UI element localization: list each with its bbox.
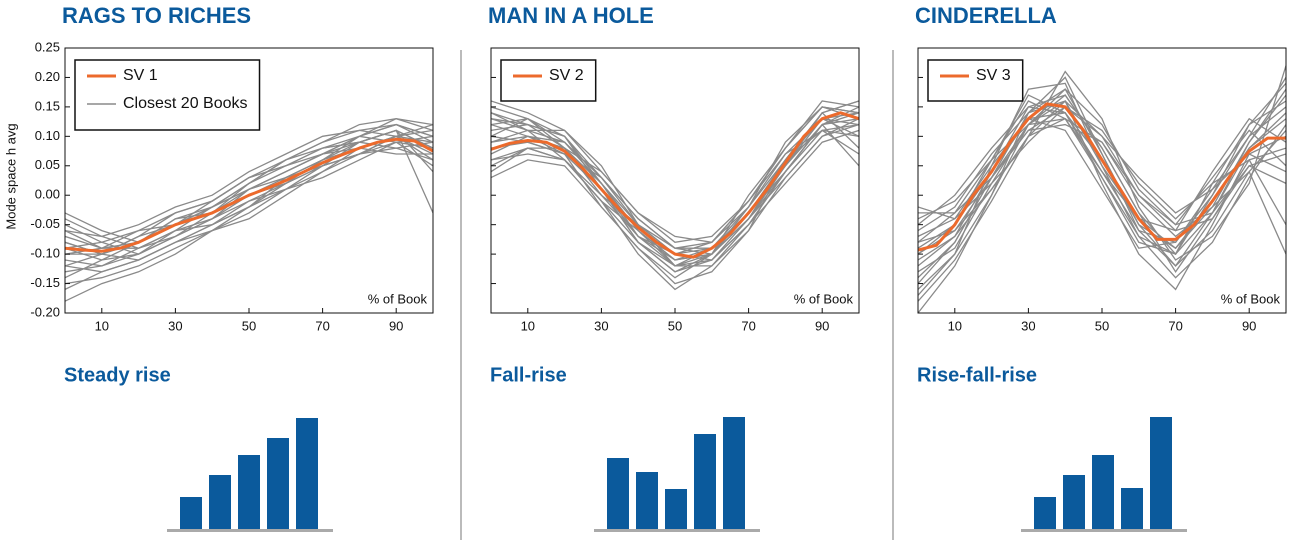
bar — [1063, 475, 1085, 529]
x-tick-label: 10 — [521, 318, 535, 333]
y-tick-label: 0.20 — [35, 69, 60, 84]
bar — [694, 434, 716, 529]
x-tick-label: 70 — [315, 318, 329, 333]
x-tick-label: 70 — [1168, 318, 1182, 333]
bar — [1034, 497, 1056, 529]
book-line — [918, 106, 1286, 249]
legend-label: Closest 20 Books — [123, 95, 248, 112]
book-line — [918, 65, 1286, 302]
x-tick-label: 10 — [95, 318, 109, 333]
bar — [636, 472, 658, 529]
bar — [267, 438, 289, 529]
bar — [238, 455, 260, 529]
plot-lines — [65, 118, 433, 302]
book-line — [491, 123, 859, 261]
book-line — [918, 106, 1286, 279]
book-line — [918, 100, 1286, 290]
legend-box — [74, 59, 261, 131]
book-line — [918, 82, 1286, 255]
book-line — [65, 123, 433, 238]
y-tick-label: 0.00 — [35, 187, 60, 202]
x-axis-label: % of Book — [368, 291, 428, 306]
book-line — [65, 129, 433, 249]
book-line — [65, 129, 433, 255]
legend-label: SV 2 — [549, 67, 584, 84]
book-line — [491, 106, 859, 273]
series-line — [918, 102, 1286, 252]
y-tick-label: 0.15 — [35, 98, 60, 113]
x-tick-label: 30 — [1021, 318, 1035, 333]
x-tick-label: 30 — [594, 318, 608, 333]
x-tick-label: 70 — [741, 318, 755, 333]
book-line — [65, 123, 433, 267]
bar — [296, 418, 318, 529]
book-line — [65, 135, 433, 290]
book-line — [491, 106, 859, 273]
x-axis-label: % of Book — [1221, 291, 1281, 306]
panel-subtitle: Steady rise — [64, 364, 171, 386]
chart-title: RAGS TO RICHES — [62, 3, 251, 28]
y-tick-label: 0.10 — [35, 128, 60, 143]
book-line — [918, 117, 1286, 243]
book-line — [918, 94, 1286, 273]
book-line — [491, 106, 859, 267]
y-axis-label: Mode space h avg — [3, 123, 18, 229]
bar — [1121, 488, 1143, 529]
bar — [607, 458, 629, 529]
x-tick-label: 50 — [1095, 318, 1109, 333]
bar — [723, 417, 745, 529]
y-tick-label: 0.05 — [35, 157, 60, 172]
bar — [180, 497, 202, 529]
plot-lines — [491, 100, 859, 291]
legend-box — [500, 59, 597, 102]
x-tick-label: 90 — [815, 318, 829, 333]
bar — [1092, 455, 1114, 529]
y-tick-label: 0.25 — [35, 39, 60, 54]
bar — [209, 475, 231, 529]
x-axis-label: % of Book — [794, 291, 854, 306]
book-line — [918, 117, 1286, 232]
panel-subtitle: Rise-fall-rise — [917, 364, 1037, 386]
y-tick-label: -0.05 — [30, 216, 60, 231]
book-line — [491, 100, 859, 267]
book-line — [491, 106, 859, 279]
book-line — [65, 123, 433, 273]
plot-lines — [918, 65, 1286, 313]
x-tick-label: 90 — [389, 318, 403, 333]
book-line — [491, 112, 859, 255]
panel-subtitle: Fall-rise — [490, 364, 567, 386]
book-line — [65, 135, 433, 302]
book-line — [65, 147, 433, 285]
chart-title: MAN IN A HOLE — [488, 3, 654, 28]
series-line — [491, 111, 859, 259]
x-tick-label: 50 — [668, 318, 682, 333]
book-line — [918, 100, 1286, 291]
book-line — [918, 88, 1286, 273]
x-tick-label: 10 — [948, 318, 962, 333]
legend-label: SV 3 — [976, 67, 1011, 84]
y-tick-label: -0.15 — [30, 275, 60, 290]
series-line — [65, 137, 433, 253]
book-line — [491, 100, 859, 255]
book-line — [65, 129, 433, 255]
bar — [665, 489, 687, 529]
legend-label: SV 1 — [123, 67, 158, 84]
x-tick-label: 90 — [1242, 318, 1256, 333]
y-tick-label: -0.20 — [30, 304, 60, 319]
x-tick-label: 50 — [242, 318, 256, 333]
chart-title: CINDERELLA — [915, 3, 1057, 28]
book-line — [65, 135, 433, 261]
y-tick-label: -0.10 — [30, 246, 60, 261]
book-line — [491, 100, 859, 267]
book-line — [65, 129, 433, 279]
x-tick-label: 30 — [168, 318, 182, 333]
legend-box — [927, 59, 1024, 102]
bar — [1150, 417, 1172, 529]
